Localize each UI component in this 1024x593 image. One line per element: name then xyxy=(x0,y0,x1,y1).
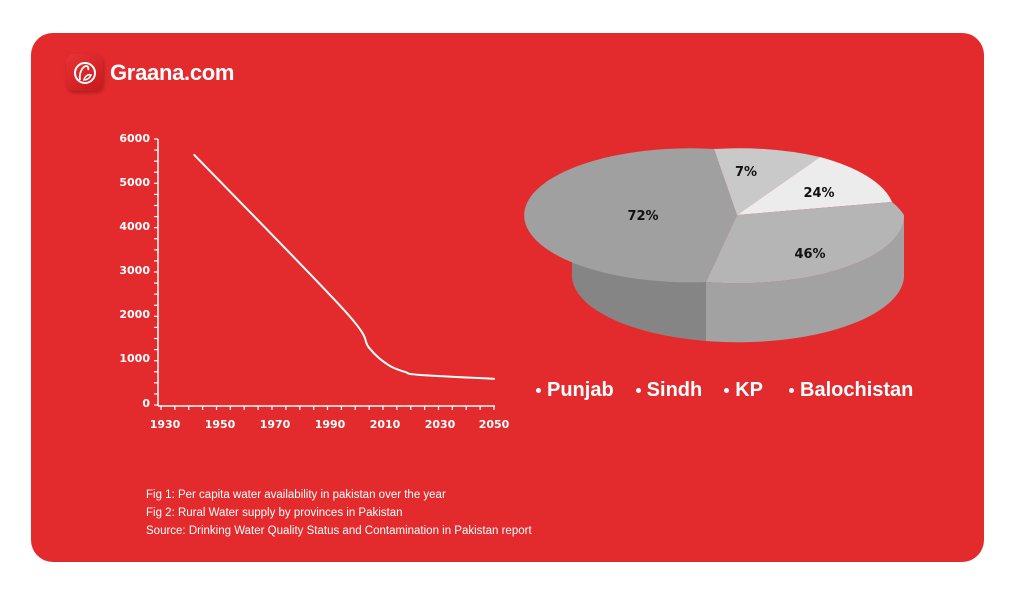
pie-chart: 72% 7% 24% 46% xyxy=(524,148,905,343)
x-axis-labels: 1930 1950 1970 1990 2010 2030 2050 xyxy=(150,418,510,431)
y-axis-ticks xyxy=(154,138,158,406)
bullet-icon xyxy=(635,388,641,393)
x-label: 2030 xyxy=(425,418,456,431)
y-label: 2000 xyxy=(119,308,150,321)
pie-side-balochistan xyxy=(706,215,905,343)
pie-label-sindh: 7% xyxy=(735,165,757,180)
y-label: 5000 xyxy=(119,176,150,189)
x-label: 1930 xyxy=(150,418,181,431)
y-label: 6000 xyxy=(119,132,150,145)
pie-slice-punjab[interactable] xyxy=(524,148,737,283)
caption-fig2: Fig 2: Rural Water supply by provinces i… xyxy=(146,507,403,519)
legend-label: Sindh xyxy=(646,379,703,401)
caption-fig1: Fig 1: Per capita water availability in … xyxy=(146,489,446,501)
legend-label: KP xyxy=(735,379,764,401)
bullet-icon xyxy=(536,388,541,393)
pie-label-kp: 24% xyxy=(803,186,834,201)
legend-item-sindh: Sindh xyxy=(635,379,703,402)
pie-label-balochistan: 46% xyxy=(794,247,825,262)
x-label: 2050 xyxy=(479,418,510,431)
caption-source: Source: Drinking Water Quality Status an… xyxy=(146,525,532,537)
y-label: 3000 xyxy=(119,264,150,277)
pie-label-punjab: 72% xyxy=(627,209,658,224)
brand-logo[interactable]: Graana.com xyxy=(66,54,234,91)
legend-label: Balochistan xyxy=(800,379,914,401)
x-axis-ticks xyxy=(160,406,495,410)
pie-slice-sindh[interactable] xyxy=(714,148,820,215)
y-label: 0 xyxy=(142,397,150,410)
legend-item-kp: KP xyxy=(724,379,763,402)
y-label: 1000 xyxy=(119,352,150,365)
x-label: 1970 xyxy=(260,418,291,431)
pie-slice-kp[interactable] xyxy=(737,157,892,215)
bullet-icon xyxy=(789,388,795,393)
x-label: 1990 xyxy=(315,418,346,431)
pie-slice-balochistan[interactable] xyxy=(706,202,905,284)
brand-name: Graana.com xyxy=(110,59,235,85)
line-chart: 6000 5000 4000 3000 2000 1000 0 1930 195… xyxy=(119,132,509,431)
bullet-icon xyxy=(724,388,730,393)
x-label: 1950 xyxy=(205,418,236,431)
pie-legend: Punjab Sindh KP Balochistan xyxy=(536,379,935,402)
water-availability-line xyxy=(193,153,495,380)
legend-label: Punjab xyxy=(547,379,614,401)
graana-logo-icon xyxy=(66,54,103,91)
y-axis-labels: 6000 5000 4000 3000 2000 1000 0 xyxy=(119,132,150,410)
legend-item-punjab: Punjab xyxy=(536,379,614,402)
figure-captions: Fig 1: Per capita water availability in … xyxy=(146,486,532,540)
y-label: 4000 xyxy=(119,220,150,233)
x-label: 2010 xyxy=(370,418,401,431)
legend-item-balochistan: Balochistan xyxy=(789,379,913,402)
